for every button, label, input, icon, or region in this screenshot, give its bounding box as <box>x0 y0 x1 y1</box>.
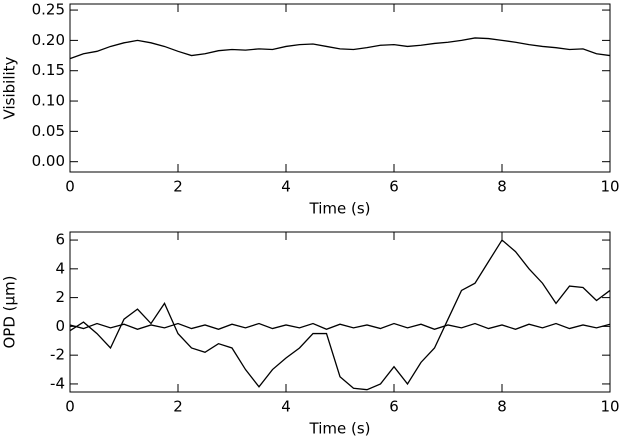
y-tick-label: 2 <box>55 288 65 306</box>
series-line <box>69 322 611 330</box>
x-tick-label: 10 <box>600 398 619 416</box>
series-line <box>69 239 611 391</box>
x-tick-label: 2 <box>173 398 183 416</box>
y-tick-label: 0.10 <box>32 92 65 110</box>
x-tick-label: 4 <box>281 178 291 196</box>
x-tick-label: 8 <box>497 178 507 196</box>
x-tick-label: 4 <box>281 398 291 416</box>
y-tick-label: 0.15 <box>32 61 65 79</box>
x-tick-label: 2 <box>173 178 183 196</box>
x-tick-label: 8 <box>497 398 507 416</box>
x-axis-label: Time (s) <box>309 420 371 438</box>
y-tick-label: 0.00 <box>32 152 65 170</box>
plot-frame <box>69 231 611 393</box>
x-tick-label: 6 <box>389 398 399 416</box>
x-tick-label: 0 <box>65 178 75 196</box>
y-tick-label: 0.05 <box>32 122 65 140</box>
y-tick-label: -4 <box>50 374 65 392</box>
y-tick-label: -2 <box>50 346 65 364</box>
x-axis-label: Time (s) <box>309 200 371 218</box>
series-line <box>69 37 611 60</box>
x-tick-label: 0 <box>65 398 75 416</box>
x-tick-label: 6 <box>389 178 399 196</box>
y-tick-label: 4 <box>55 259 65 277</box>
y-tick-label: 6 <box>55 231 65 249</box>
y-tick-label: 0.20 <box>32 31 65 49</box>
y-tick-label: 0.25 <box>32 1 65 19</box>
x-tick-label: 10 <box>600 178 619 196</box>
y-axis-label: OPD (μm) <box>1 275 19 348</box>
plot-frame <box>69 3 611 173</box>
y-tick-label: 0 <box>55 317 65 335</box>
y-axis-label: Visibility <box>1 56 19 119</box>
